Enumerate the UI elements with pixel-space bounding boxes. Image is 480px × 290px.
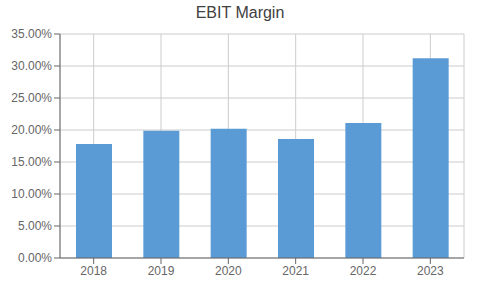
svg-text:30.00%: 30.00% <box>11 59 52 73</box>
svg-text:15.00%: 15.00% <box>11 155 52 169</box>
svg-text:2020: 2020 <box>215 264 242 278</box>
svg-text:2018: 2018 <box>80 264 107 278</box>
svg-text:25.00%: 25.00% <box>11 91 52 105</box>
svg-text:20.00%: 20.00% <box>11 123 52 137</box>
svg-text:10.00%: 10.00% <box>11 187 52 201</box>
html-text:EBIT Margin: EBIT Margin <box>195 4 285 21</box>
svg-text:35.00%: 35.00% <box>11 27 52 41</box>
svg-text:2021: 2021 <box>282 264 309 278</box>
svg-text:2019: 2019 <box>148 264 175 278</box>
svg-text:2022: 2022 <box>350 264 377 278</box>
svg-text:0.00%: 0.00% <box>18 251 52 265</box>
svg-text:2023: 2023 <box>417 264 444 278</box>
svg-text:5.00%: 5.00% <box>18 219 52 233</box>
